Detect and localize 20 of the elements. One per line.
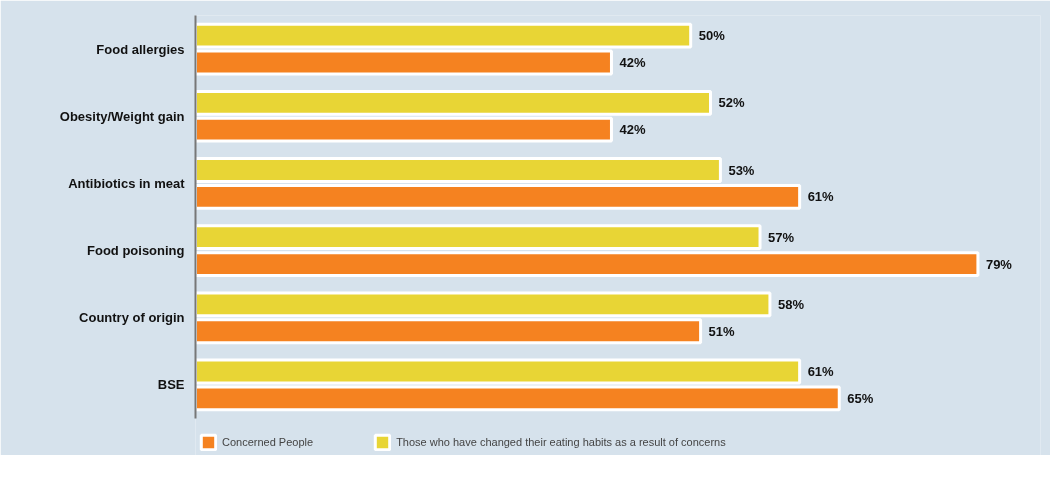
data-label: 42% xyxy=(619,55,646,71)
y-tick-label: Food poisoning xyxy=(87,243,185,259)
data-label: 52% xyxy=(718,95,745,111)
y-tick-label: Country of origin xyxy=(79,310,185,326)
legend-label: Those who have changed their eating habits as a result of concerns xyxy=(396,436,726,448)
y-tick-label: Food allergies xyxy=(96,41,185,57)
legend-label: Concerned People xyxy=(222,436,314,448)
data-label: 79% xyxy=(985,256,1013,272)
data-label: 61% xyxy=(807,364,835,380)
data-label: 42% xyxy=(619,122,646,138)
data-label: 57% xyxy=(768,229,795,245)
y-tick-label: Obesity/Weight gain xyxy=(59,108,185,124)
y-tick-label: BSE xyxy=(157,377,185,393)
data-label: 61% xyxy=(807,189,835,205)
data-label: 65% xyxy=(847,390,874,406)
data-label: 58% xyxy=(777,296,805,312)
data-label: 51% xyxy=(708,323,736,339)
data-label: 50% xyxy=(698,28,726,44)
y-tick-label: Antibiotics in meat xyxy=(68,175,186,191)
data-label: 53% xyxy=(728,162,755,178)
